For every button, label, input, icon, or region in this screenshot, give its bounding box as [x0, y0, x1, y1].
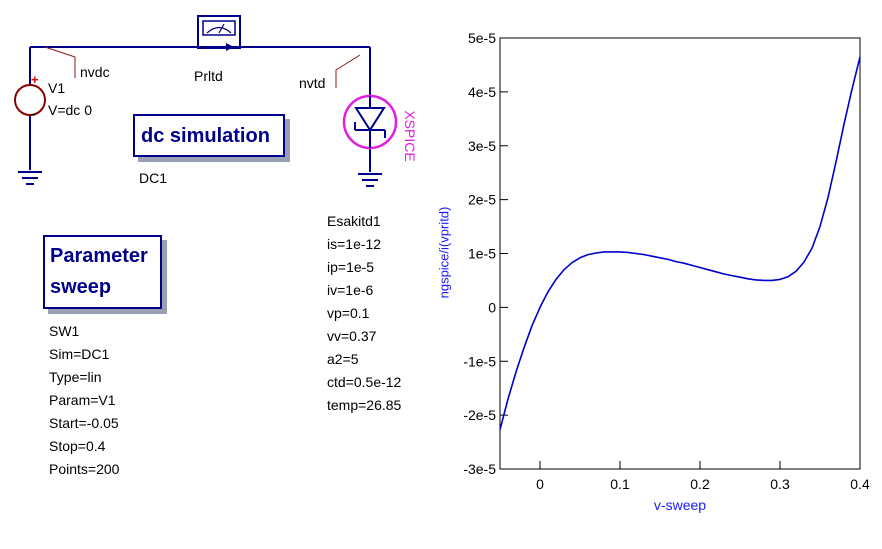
sweep-prop-stop: Stop=0.4	[49, 438, 106, 454]
sweep-prop-param: Param=V1	[49, 392, 116, 408]
parameter-sweep-title-line1: Parameter	[50, 245, 148, 267]
chart-plot-frame	[499, 37, 861, 470]
parameter-sweep-block[interactable]: Parameter sweep	[43, 235, 162, 309]
y-tick-label: -2e-5	[463, 407, 496, 423]
ground-symbol-left	[18, 171, 42, 185]
esaki-prop-iv: iv=1e-6	[327, 282, 374, 298]
x-tick-label: 0.3	[770, 476, 790, 492]
y-tick-label: 2e-5	[468, 192, 496, 208]
y-tick-label: -3e-5	[463, 461, 496, 477]
v1-name-label: V1	[48, 80, 66, 96]
esaki-prop-temp: temp=26.85	[327, 397, 402, 413]
dc-simulation-title: dc simulation	[141, 125, 270, 147]
x-tick-label: 0	[536, 476, 544, 492]
node-tick-nvtd	[335, 54, 361, 88]
sweep-prop-name: SW1	[49, 323, 80, 339]
esaki-prop-name: Esakitd1	[327, 213, 381, 229]
sweep-prop-points: Points=200	[49, 461, 120, 477]
esaki-prop-is: is=1e-12	[327, 236, 382, 252]
chart-y-axis-label: ngspice/i(vpritd)	[436, 206, 452, 299]
esaki-prop-ctd: ctd=0.5e-12	[327, 374, 402, 390]
node-tick-nvdc	[44, 46, 76, 78]
current-probe-symbol[interactable]	[190, 15, 250, 51]
ground-symbol-right	[358, 173, 382, 187]
sweep-prop-type: Type=lin	[49, 369, 102, 385]
source-plus-sign: +	[31, 72, 39, 87]
esaki-diode-symbol[interactable]	[342, 94, 398, 150]
y-tick-label: 0	[488, 299, 496, 315]
x-tick-label: 0.4	[850, 476, 870, 492]
sweep-prop-start: Start=-0.05	[49, 415, 119, 431]
dc-simulation-name: DC1	[139, 170, 168, 186]
y-tick-label: 1e-5	[468, 246, 496, 262]
dc-simulation-block[interactable]: dc simulation	[133, 114, 285, 157]
sweep-properties: SW1 Sim=DC1 Type=lin Param=V1 Start=-0.0…	[49, 320, 119, 481]
y-tick-label: 4e-5	[468, 84, 496, 100]
esaki-prop-vv: vv=0.37	[327, 328, 377, 344]
x-tick-label: 0.2	[690, 476, 710, 492]
series-line	[499, 56, 861, 430]
chart-x-axis-label: v-sweep	[653, 497, 707, 513]
esaki-prop-a2: a2=5	[327, 351, 359, 367]
esaki-properties: Esakitd1 is=1e-12 ip=1e-5 iv=1e-6 vp=0.1…	[327, 210, 401, 417]
voltage-source-symbol[interactable]	[14, 84, 46, 116]
y-tick-label: 5e-5	[468, 30, 496, 46]
probe-name-label: Prltd	[194, 68, 223, 84]
y-tick-label: -1e-5	[463, 353, 496, 369]
source-minus-sign: -	[31, 106, 36, 121]
esaki-prop-vp: vp=0.1	[327, 305, 370, 321]
node-label-nvtd: nvtd	[299, 75, 326, 91]
node-label-nvdc: nvdc	[80, 64, 110, 80]
esaki-prop-ip: ip=1e-5	[327, 259, 375, 275]
sweep-prop-sim: Sim=DC1	[49, 346, 110, 362]
x-tick-label: 0.1	[610, 476, 630, 492]
parameter-sweep-title-line2: sweep	[50, 276, 112, 298]
v1-value-label: V=dc 0	[48, 102, 92, 118]
y-tick-label: 3e-5	[468, 138, 496, 154]
